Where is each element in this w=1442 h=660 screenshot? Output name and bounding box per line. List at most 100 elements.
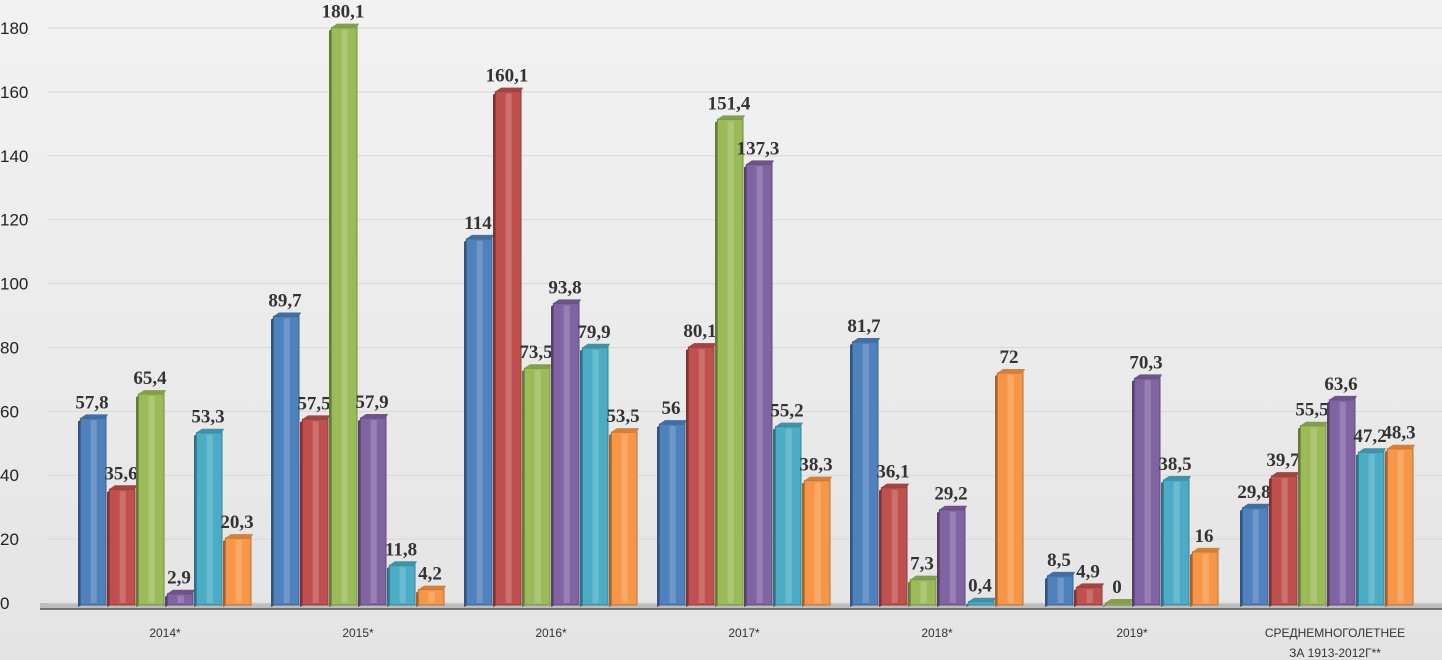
bar-top [804, 476, 832, 481]
data-label: 4,9 [1076, 561, 1100, 582]
y-tick-label: 140 [0, 147, 28, 166]
bar-top [939, 505, 967, 510]
x-tick-label: 2017* [728, 626, 760, 640]
bar-top [389, 561, 417, 566]
bar-highlight [235, 540, 242, 603]
bar-highlight [1057, 577, 1064, 603]
bar-top [582, 343, 610, 348]
bar-top [1076, 583, 1104, 588]
bar-top [524, 364, 552, 369]
bar-top [273, 312, 301, 317]
bar-top [80, 414, 108, 419]
bar-highlight [312, 421, 319, 603]
bar-top [611, 428, 639, 433]
x-tick-label: 2018* [921, 626, 953, 640]
bar-top [997, 369, 1025, 373]
bar-top [553, 299, 581, 304]
bar-highlight [1339, 401, 1346, 603]
y-tick-label: 160 [0, 83, 28, 102]
y-tick-label: 120 [0, 211, 28, 230]
data-label: 114 [464, 213, 492, 234]
bar-top [495, 87, 523, 92]
data-label: 70,3 [1129, 352, 1162, 373]
data-label: 57,8 [75, 392, 108, 413]
data-label: 79,9 [577, 322, 610, 343]
data-label: 65,4 [133, 368, 167, 389]
data-label: 16 [1195, 526, 1214, 547]
data-label: 137,3 [737, 138, 780, 159]
bar-highlight [90, 420, 97, 603]
data-label: 80,1 [683, 321, 716, 342]
data-label: 48,3 [1382, 423, 1415, 444]
bar-highlight [727, 121, 734, 603]
bar-highlight [592, 349, 599, 603]
bar-highlight [756, 166, 763, 603]
bar-highlight [1202, 553, 1209, 603]
bar-highlight [891, 489, 898, 603]
bar-top [717, 115, 745, 120]
data-label: 57,9 [355, 392, 388, 413]
data-label: 93,8 [548, 277, 581, 298]
data-label: 36,1 [876, 462, 909, 483]
x-tick-label: ЗА 1913-2012Г** [1289, 646, 1381, 660]
bar-highlight [1007, 375, 1014, 603]
bar-top [1329, 395, 1357, 400]
bar-top [688, 343, 716, 348]
bar-top [881, 483, 909, 488]
bar-top [109, 485, 137, 490]
bar-highlight [920, 581, 927, 603]
bar-top [1242, 503, 1270, 508]
bar-top [466, 234, 494, 239]
bar-top [659, 420, 687, 425]
y-tick-label: 60 [0, 402, 19, 421]
bar-highlight [1173, 482, 1180, 603]
bar-highlight [283, 318, 290, 603]
bar-highlight [476, 240, 483, 604]
data-label: 55,5 [1295, 400, 1328, 421]
bar-top [910, 575, 938, 580]
data-label: 151,4 [708, 93, 751, 114]
y-tick-label: 180 [0, 19, 28, 38]
bar-highlight [1368, 454, 1375, 603]
bar-top [418, 585, 446, 590]
bar-highlight [206, 434, 213, 603]
bar-highlight [814, 482, 821, 603]
data-label: 38,5 [1158, 454, 1191, 475]
data-label: 20,3 [220, 512, 253, 533]
bar-top [138, 390, 166, 395]
bar-top [968, 597, 996, 602]
data-label: 72 [1000, 347, 1019, 368]
data-label: 39,7 [1266, 450, 1300, 471]
bar-top [1300, 421, 1328, 426]
bar-top [852, 338, 880, 343]
data-label: 56 [662, 398, 681, 419]
bar-top [1047, 571, 1075, 576]
bar-top [775, 422, 803, 427]
data-label: 180,1 [322, 2, 365, 23]
bar-highlight [370, 420, 377, 603]
bar-top [225, 534, 253, 539]
x-tick-label: 2014* [149, 626, 181, 640]
y-tick-label: 40 [0, 466, 19, 485]
bar-top [1163, 476, 1191, 481]
bar-top [331, 23, 359, 28]
bar-top [302, 415, 330, 420]
data-label: 0 [1112, 577, 1122, 598]
bar-highlight [669, 426, 676, 603]
x-tick-label: СРЕДНЕМНОГОЛЕТНЕЕ [1265, 626, 1405, 640]
bar-top [746, 160, 774, 165]
bar-highlight [563, 305, 570, 603]
data-label: 53,5 [606, 406, 639, 427]
bar-highlight [1252, 509, 1259, 603]
data-label: 2,9 [167, 568, 191, 589]
bar-highlight [698, 349, 705, 603]
data-label: 63,6 [1324, 374, 1357, 395]
data-label: 89,7 [268, 290, 302, 311]
y-tick-label: 80 [0, 338, 19, 357]
bar [967, 601, 995, 606]
data-label: 57,5 [297, 393, 330, 414]
data-label: 29,8 [1237, 482, 1270, 503]
data-label: 73,5 [519, 342, 552, 363]
data-label: 11,8 [385, 539, 417, 560]
y-tick-label: 100 [0, 275, 28, 294]
